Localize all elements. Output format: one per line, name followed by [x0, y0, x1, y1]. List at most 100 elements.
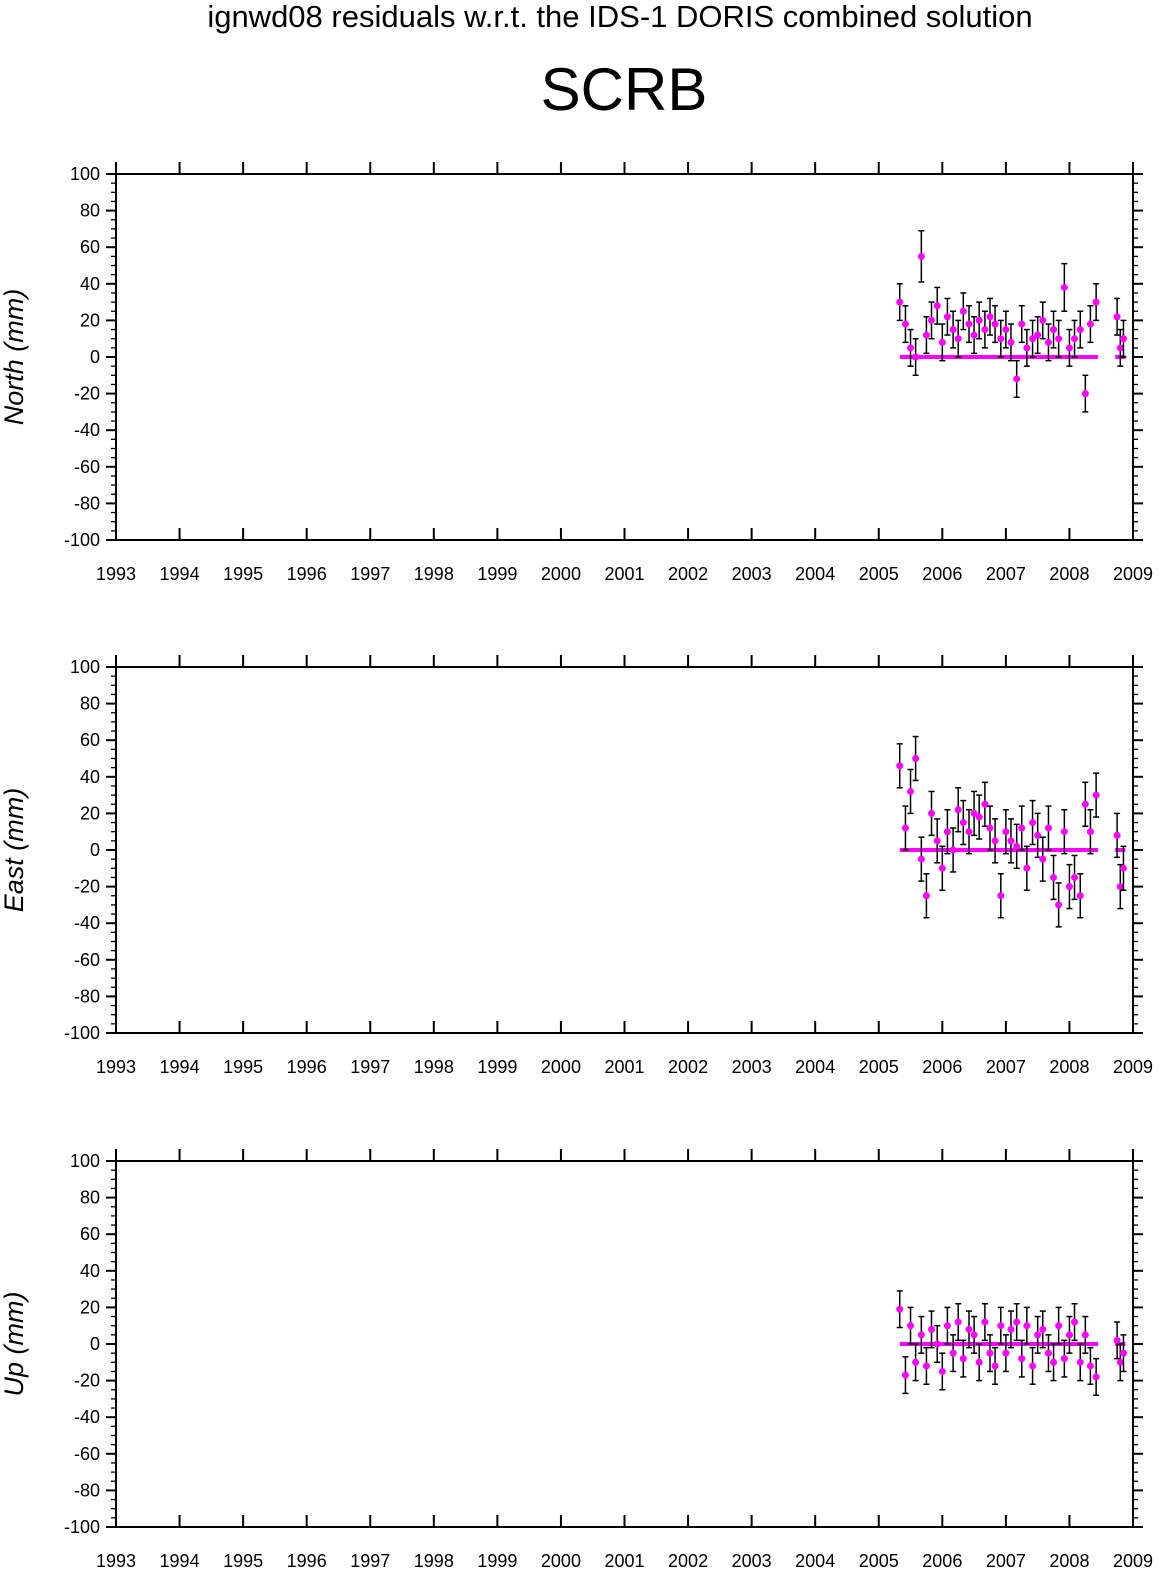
east-data-point [986, 824, 994, 832]
north-xtick-label: 2007 [986, 564, 1026, 584]
east-xtick-label: 1998 [414, 1057, 454, 1077]
up-xtick-label: 2008 [1049, 1551, 1089, 1571]
north-xtick-label: 2001 [604, 564, 644, 584]
up-data-point [981, 1318, 989, 1326]
east-data-point [917, 855, 925, 863]
up-ytick-label: -100 [64, 1517, 100, 1537]
north-data-point [965, 320, 973, 328]
east-data-point [1060, 828, 1068, 836]
east-data-point [970, 809, 978, 817]
north-xtick-label: 1997 [350, 564, 390, 584]
east-data-point [954, 806, 962, 814]
up-data-point [917, 1331, 925, 1339]
up-xtick-label: 2002 [668, 1551, 708, 1571]
north-ytick-label: 80 [80, 201, 100, 221]
north-data-point [1018, 320, 1026, 328]
up-data-point [1002, 1349, 1010, 1357]
up-xtick-label: 2000 [541, 1551, 581, 1571]
east-data-point [933, 837, 941, 845]
up-data-point [997, 1322, 1005, 1330]
east-data-point [949, 846, 957, 854]
up-ytick-label: 100 [70, 1151, 100, 1171]
north-data-point [1034, 331, 1042, 339]
up-ytick-label: -80 [74, 1480, 100, 1500]
up-data-point [949, 1349, 957, 1357]
up-data-point [1086, 1362, 1094, 1370]
north-data-point [949, 326, 957, 334]
north-xtick-label: 1998 [414, 564, 454, 584]
north-xtick-label: 2000 [541, 564, 581, 584]
up-ytick-label: -40 [74, 1407, 100, 1427]
north-data-point [1119, 335, 1127, 343]
up-xtick-label: 2006 [922, 1551, 962, 1571]
north-data-point [907, 344, 915, 352]
north-data-point [1029, 335, 1037, 343]
north-data-point [1013, 375, 1021, 383]
up-data-point [1113, 1336, 1121, 1344]
up-xtick-label: 2007 [986, 1551, 1026, 1571]
north-data-point [928, 316, 936, 324]
east-data-point [959, 819, 967, 827]
north-data-point [1002, 326, 1010, 334]
figure-title: ignwd08 residuals w.r.t. the IDS-1 DORIS… [207, 0, 1033, 34]
east-ytick-label: 40 [80, 767, 100, 787]
north-data-point [1044, 338, 1052, 346]
up-xtick-label: 2005 [859, 1551, 899, 1571]
up-data-point [970, 1331, 978, 1339]
up-data-point [1013, 1318, 1021, 1326]
up-data-point [1065, 1331, 1073, 1339]
north-data-point [933, 302, 941, 310]
north-data-point [954, 335, 962, 343]
north-xtick-label: 2006 [922, 564, 962, 584]
up-xtick-label: 1999 [477, 1551, 517, 1571]
north-xtick-label: 2004 [795, 564, 835, 584]
up-data-point [1050, 1358, 1058, 1366]
east-data-point [1119, 864, 1127, 872]
up-data-point [1116, 1358, 1124, 1366]
east-xtick-label: 2008 [1049, 1057, 1089, 1077]
east-data-point [1055, 901, 1063, 909]
north-xtick-label: 2008 [1049, 564, 1089, 584]
east-data-point [1002, 828, 1010, 836]
east-data-point [922, 892, 930, 900]
east-xtick-label: 2005 [859, 1057, 899, 1077]
north-xtick-label: 2005 [859, 564, 899, 584]
east-data-point [1039, 855, 1047, 863]
north-ytick-label: -40 [74, 420, 100, 440]
up-data-point [1018, 1355, 1026, 1363]
north-ytick-label: 60 [80, 237, 100, 257]
up-data-point [1023, 1322, 1031, 1330]
up-y-axis-label: Up (mm) [0, 1292, 29, 1397]
up-data-point [1007, 1325, 1015, 1333]
north-data-point [1071, 335, 1079, 343]
up-data-point [954, 1318, 962, 1326]
up-data-point [1076, 1358, 1084, 1366]
up-data-point [1044, 1349, 1052, 1357]
north-data-point [991, 320, 999, 328]
north-data-point [1060, 283, 1068, 291]
north-data-point [943, 313, 951, 321]
up-ytick-label: 0 [90, 1334, 100, 1354]
up-ytick-label: -20 [74, 1371, 100, 1391]
up-xtick-label: 1994 [160, 1551, 200, 1571]
north-data-point [1007, 338, 1015, 346]
east-xtick-label: 1994 [160, 1057, 200, 1077]
east-ytick-label: -60 [74, 950, 100, 970]
east-data-point [975, 813, 983, 821]
up-data-point [1055, 1322, 1063, 1330]
east-ytick-label: 100 [70, 657, 100, 677]
east-xtick-label: 2007 [986, 1057, 1026, 1077]
north-ytick-label: -100 [64, 530, 100, 550]
north-data-point [981, 326, 989, 334]
east-data-point [991, 837, 999, 845]
up-data-point [933, 1340, 941, 1348]
east-data-point [997, 892, 1005, 900]
north-data-point [986, 313, 994, 321]
north-data-point [922, 331, 930, 339]
east-xtick-label: 1993 [96, 1057, 136, 1077]
east-xtick-label: 1995 [223, 1057, 263, 1077]
up-data-point [938, 1367, 946, 1375]
east-data-point [1018, 824, 1026, 832]
east-xtick-label: 1999 [477, 1057, 517, 1077]
